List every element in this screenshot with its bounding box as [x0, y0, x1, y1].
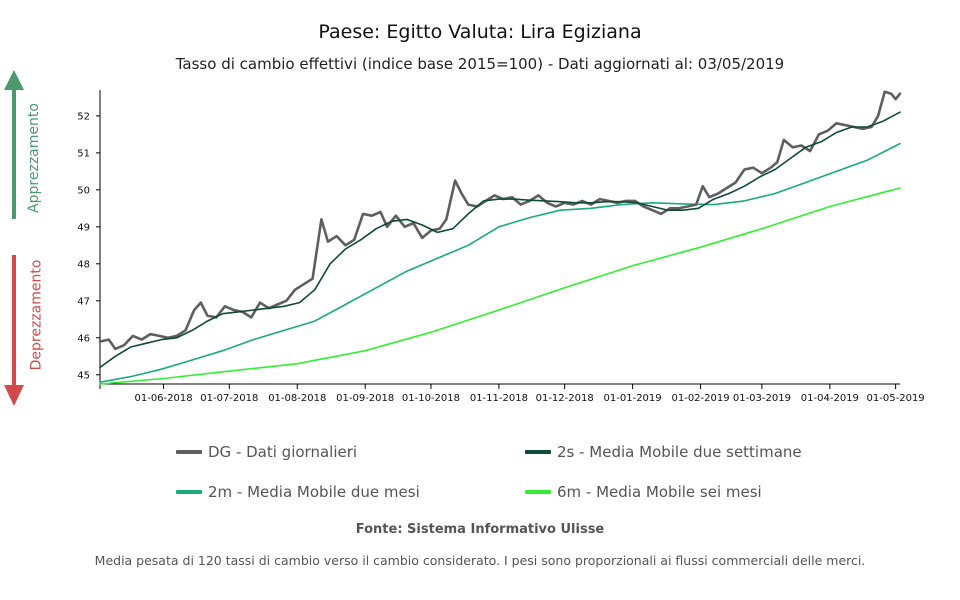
x-tick-label: 01-12-2018: [536, 393, 594, 404]
series-line-two-weeks: [99, 111, 901, 369]
x-tick-label: 01-01-2019: [604, 393, 662, 404]
depreciation-label: Deprezzamento: [28, 259, 45, 371]
x-tick-label: 01-06-2018: [134, 393, 192, 404]
y-tick-label: 47: [77, 296, 90, 307]
y-tick-label: 52: [77, 111, 90, 122]
x-tick-label: 01-02-2019: [671, 393, 729, 404]
y-tick-label: 48: [77, 259, 90, 270]
x-tick-label: 01-04-2019: [801, 393, 859, 404]
appreciation-arrow-icon: [4, 70, 24, 219]
series-line-six-months: [99, 187, 901, 385]
legend-label: DG - Dati giornalieri: [208, 443, 358, 461]
x-tick-label: 01-11-2018: [470, 393, 528, 404]
x-tick-label: 01-08-2018: [268, 393, 326, 404]
legend-swatch: [525, 490, 551, 494]
legend-label: 2s - Media Mobile due settimane: [557, 443, 802, 461]
y-tick-label: 46: [77, 333, 90, 344]
legend-label: 2m - Media Mobile due mesi: [208, 483, 420, 501]
legend-label: 6m - Media Mobile sei mesi: [557, 483, 762, 501]
source-text: Fonte: Sistema Informativo Ulisse: [355, 522, 605, 537]
x-tick-label: 01-09-2018: [336, 393, 394, 404]
legend-swatch: [176, 490, 202, 494]
x-tick-label: 01-07-2018: [200, 393, 258, 404]
legend-item-two-weeks: 2s - Media Mobile due settimane: [525, 443, 802, 461]
legend-swatch: [176, 450, 202, 454]
legend-item-two-months: 2m - Media Mobile due mesi: [176, 483, 420, 501]
legend-swatch: [525, 450, 551, 454]
series-line-two-months: [99, 142, 901, 383]
legend-item-daily: DG - Dati giornalieri: [176, 443, 357, 461]
chart-subtitle: Tasso di cambio effettivi (indice base 2…: [175, 55, 785, 73]
y-tick-label: 45: [77, 370, 90, 381]
depreciation-arrow-icon: [4, 255, 24, 406]
chart-title: Paese: Egitto Valuta: Lira Egiziana: [318, 21, 642, 43]
y-tick-label: 51: [77, 148, 90, 159]
legend-item-six-months: 6m - Media Mobile sei mesi: [525, 483, 762, 501]
appreciation-label: Apprezzamento: [25, 103, 42, 213]
x-tick-label: 01-10-2018: [402, 393, 460, 404]
x-tick-label: 01-03-2019: [733, 393, 791, 404]
y-tick-label: 49: [77, 222, 90, 233]
x-tick-label: 01-05-2019: [867, 393, 925, 404]
footnote-text: Media pesata di 120 tassi di cambio vers…: [94, 553, 866, 568]
y-tick-label: 50: [77, 185, 90, 196]
